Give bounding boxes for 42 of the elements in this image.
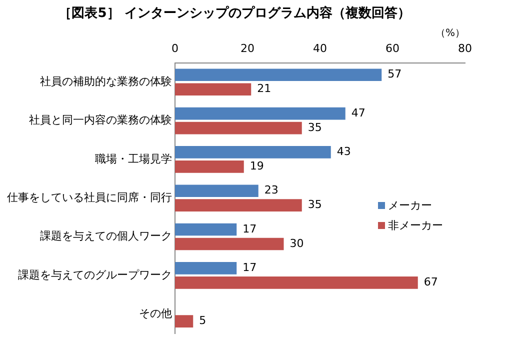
data-label: 57: [388, 68, 402, 81]
data-label: 17: [242, 222, 257, 236]
bar: [175, 122, 302, 134]
data-label: 19: [250, 160, 264, 173]
data-label: 23: [264, 184, 278, 197]
data-label: 35: [308, 198, 322, 212]
y-tick-label: 社員の補助的な業務の体験: [40, 74, 172, 88]
y-tick-label: 仕事をしている社員に同席・同行: [7, 190, 172, 204]
y-tick-label: 課題を与えての個人ワーク: [40, 230, 172, 243]
bar: [175, 83, 252, 96]
bar: [175, 315, 194, 328]
x-axis-title: （%）: [435, 28, 465, 40]
bar: [175, 184, 258, 198]
data-label: 67: [424, 276, 438, 289]
x-tick-label: 20: [240, 42, 254, 56]
bar: [175, 68, 382, 82]
x-tick-label: 80: [458, 42, 472, 56]
x-tick-label: 40: [313, 42, 327, 56]
bar: [175, 107, 346, 120]
bar: [175, 160, 244, 173]
legend-label: メーカー: [387, 198, 433, 214]
bar: [175, 276, 418, 289]
y-tick-label: 社員と同一内容の業務の体験: [29, 114, 172, 127]
y-tick-label: 課題を与えてのグループワーク: [18, 268, 172, 282]
x-tick-label: 60: [386, 42, 400, 56]
y-tick-label: 職場・工場見学: [95, 152, 172, 166]
data-label: 21: [257, 82, 272, 96]
bar: [175, 146, 331, 158]
data-label: 30: [290, 236, 304, 250]
bar: [175, 199, 302, 212]
data-label: 35: [308, 120, 322, 134]
y-tick-label: その他: [139, 306, 172, 320]
legend-label: 非メーカー: [387, 218, 443, 234]
data-label: 43: [336, 145, 351, 158]
bar: [175, 262, 237, 274]
data-label: 5: [199, 314, 206, 328]
bar: [175, 223, 237, 236]
chart-title: ［図表5］ インターンシップのプログラム内容（複数回答）: [58, 5, 410, 22]
x-tick-label: 0: [172, 42, 178, 56]
data-label: 47: [351, 106, 366, 120]
data-label: 17: [242, 261, 257, 274]
bar: [175, 238, 284, 250]
